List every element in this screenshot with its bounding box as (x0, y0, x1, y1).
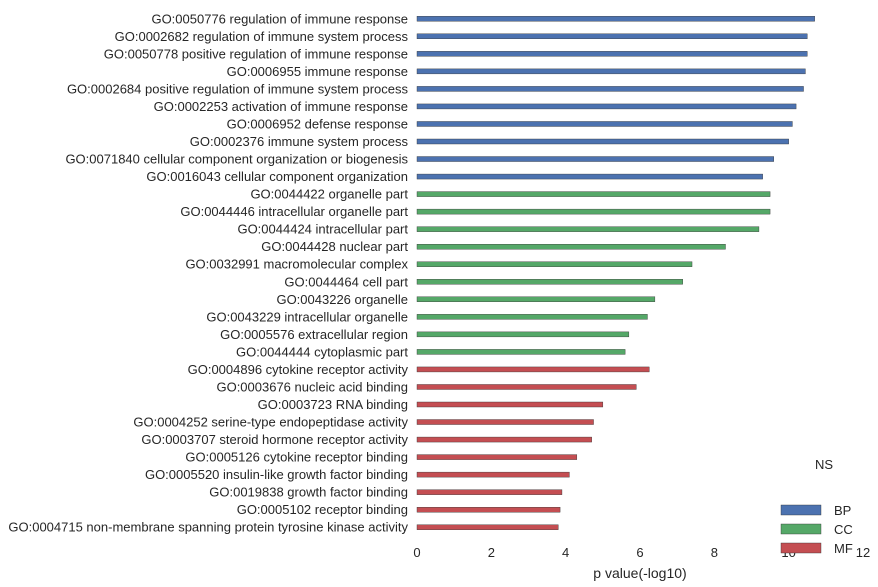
category-label: GO:0043229 intracellular organelle (206, 309, 408, 324)
bar-bp (416, 86, 804, 92)
category-label: GO:0004896 cytokine receptor activity (188, 362, 409, 377)
category-label: GO:0006955 immune response (227, 64, 408, 79)
category-label: GO:0006952 defense response (227, 116, 408, 131)
legend-title: NS (815, 457, 833, 472)
bar-mf (416, 384, 637, 390)
category-label: GO:0043226 organelle (276, 292, 408, 307)
bar-mf (416, 366, 650, 373)
category-label: GO:0002376 immune system process (190, 134, 409, 149)
category-label: GO:0002253 activation of immune response (154, 99, 408, 114)
bar-mf (416, 454, 578, 460)
x-tick-label: 4 (562, 545, 569, 560)
category-label: GO:0002682 regulation of immune system p… (115, 29, 409, 44)
bar-bp (416, 173, 763, 180)
category-label: GO:0050778 positive regulation of immune… (104, 46, 408, 61)
category-label: GO:0004252 serine-type endopeptidase act… (133, 415, 408, 430)
category-label: GO:0044424 intracellular part (237, 222, 408, 237)
x-tick-label: 8 (711, 545, 718, 560)
category-label: GO:0019838 growth factor binding (209, 485, 408, 500)
bar-cc (416, 349, 626, 355)
category-label: GO:0050776 regulation of immune response (151, 11, 408, 26)
category-label: GO:0003676 nucleic acid binding (216, 379, 408, 394)
category-label: GO:0044428 nuclear part (261, 239, 408, 254)
category-label: GO:0016043 cellular component organizati… (146, 169, 408, 184)
category-label: GO:0005102 receptor binding (237, 502, 408, 517)
category-label: GO:0003707 steroid hormone receptor acti… (141, 432, 408, 447)
bars-group (416, 16, 815, 530)
bar-bp (416, 121, 793, 127)
bar-cc (416, 279, 683, 285)
category-label: GO:0044444 cytoplasmic part (236, 344, 408, 359)
bar-cc (416, 331, 630, 338)
category-label: GO:0032991 macromolecular complex (185, 257, 408, 272)
bar-mf (416, 419, 594, 425)
category-label: GO:0005126 cytokine receptor binding (185, 450, 408, 465)
legend-entry-bp: BP (780, 503, 851, 518)
category-label: GO:0005576 extracellular region (220, 327, 408, 342)
bar-bp (416, 51, 808, 57)
bar-cc (416, 208, 771, 215)
bar-cc (416, 226, 760, 232)
bar-cc (416, 243, 726, 250)
legend-swatch (780, 542, 822, 554)
bar-mf (416, 401, 604, 408)
legend-entry-mf: MF (780, 541, 853, 556)
bar-mf (416, 436, 592, 443)
bar-bp (416, 68, 806, 75)
legend-label: CC (834, 522, 853, 537)
category-label: GO:0003723 RNA binding (258, 397, 408, 412)
bar-bp (416, 138, 789, 145)
category-label: GO:0044464 cell part (284, 274, 408, 289)
category-label: GO:0044446 intracellular organelle part (180, 204, 408, 219)
category-labels: GO:0050776 regulation of immune response… (8, 11, 408, 534)
category-label: GO:0071840 cellular component organizati… (65, 152, 408, 167)
x-tick-label: 12 (856, 545, 870, 560)
bar-bp (416, 16, 815, 22)
legend-label: MF (834, 541, 853, 556)
legend-swatch (780, 523, 822, 535)
legend-entry-cc: CC (780, 522, 853, 537)
legend-swatch (780, 504, 822, 516)
category-label: GO:0005520 insulin-like growth factor bi… (145, 467, 408, 482)
bar-cc (416, 261, 693, 267)
category-label: GO:0004715 non-membrane spanning protein… (8, 520, 408, 535)
category-label: GO:0002684 positive regulation of immune… (67, 81, 409, 96)
x-axis-title: p value(-log10) (593, 565, 686, 581)
bar-bp (416, 33, 808, 39)
category-label: GO:0044422 organelle part (250, 187, 408, 202)
bar-cc (416, 296, 656, 302)
bar-mf (416, 507, 561, 513)
legend-label: BP (834, 503, 851, 518)
bar-mf (416, 524, 559, 530)
bar-cc (416, 191, 771, 197)
bar-cc (416, 314, 648, 320)
bar-mf (416, 471, 570, 478)
legend-entries: BP CC MF (780, 503, 853, 556)
x-tick-label: 0 (413, 545, 420, 560)
bar-bp (416, 103, 797, 110)
x-tick-label: 6 (636, 545, 643, 560)
bar-mf (416, 489, 563, 495)
bar-bp (416, 156, 774, 162)
x-tick-label: 2 (488, 545, 495, 560)
legend: NS BP CC MF (780, 457, 853, 556)
